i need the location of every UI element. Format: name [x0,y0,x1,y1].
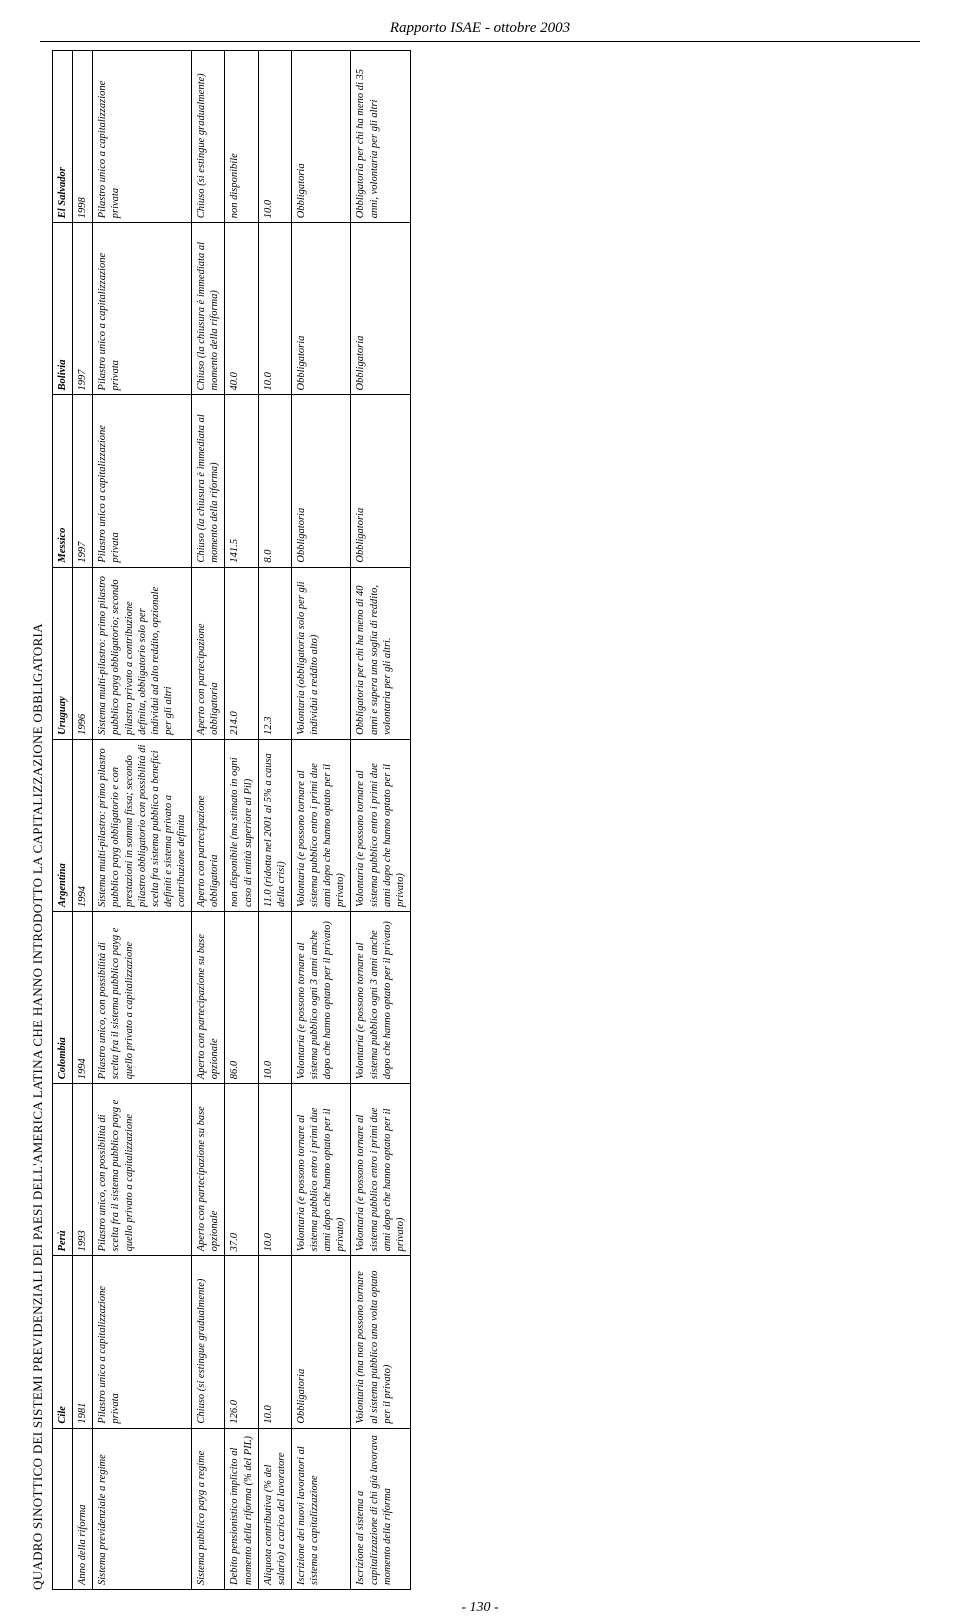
cell: Sistema multi-pilastro: primo pilastro p… [93,739,192,911]
cell: 1997 [73,395,93,567]
blank-corner [53,1428,73,1589]
cell: Sistema multi-pilastro: primo pilastro p… [93,567,192,739]
col-bolivia: Bolivia [53,223,73,395]
cell: 10.0 [258,912,291,1084]
cell: Obbligatoria [291,1256,351,1428]
cell: 37.0 [225,1084,258,1256]
cell: Volontaria (obbligatoria solo per gli in… [291,567,351,739]
cell: 86.0 [225,912,258,1084]
cell: Chiuso (si estingue gradualmente) [192,1256,225,1428]
cell: 40.0 [225,223,258,395]
cell: 11.0 (ridotta nel 2001 al 5% a causa del… [258,739,291,911]
cell: 1994 [73,912,93,1084]
cell: Aperto con partecipazione su base opzion… [192,1084,225,1256]
label-payg: Sistema pubblico payg a regime [192,1428,225,1589]
cell: Chiuso (la chiusura è immediata al momen… [192,223,225,395]
row-iscrizione-nuovi: Iscrizione dei nuovi lavoratori al siste… [291,51,351,1590]
cell: Obbligatoria [291,395,351,567]
cell: Volontaria (ma non possono tornare al si… [351,1256,411,1428]
cell: 1993 [73,1084,93,1256]
cell: 214.0 [225,567,258,739]
cell: Obbligatoria per chi ha meno di 35 anni,… [351,51,411,223]
row-anno: Anno della riforma 1981 1993 1994 1994 1… [73,51,93,1590]
label-aliquota: Aliquota contributiva (% del salario) a … [258,1428,291,1589]
row-payg: Sistema pubblico payg a regime Chiuso (s… [192,51,225,1590]
cell: 10.0 [258,1084,291,1256]
cell: Obbligatoria [291,51,351,223]
header-row: Cile Perù Colombia Argentina Uruguay Mes… [53,51,73,1590]
cell: Pilastro unico, con possibilità di scelt… [93,1084,192,1256]
cell: Aperto con partecipazione su base opzion… [192,912,225,1084]
cell: Aperto con partecipazione obbligatoria [192,567,225,739]
cell: Volontaria (e possono tornare al sistema… [351,739,411,911]
col-colombia: Colombia [53,912,73,1084]
cell: 1998 [73,51,93,223]
cell: 10.0 [258,51,291,223]
cell: Pilastro unico a capitalizzazione privat… [93,395,192,567]
cell: 8.0 [258,395,291,567]
cell: Obbligatoria per chi ha meno di 40 anni … [351,567,411,739]
cell: 1981 [73,1256,93,1428]
pension-systems-table: Cile Perù Colombia Argentina Uruguay Mes… [52,50,411,1590]
cell: Chiuso (si estingue gradualmente) [192,51,225,223]
cell: Volontaria (e possono tornare al sistema… [291,912,351,1084]
row-aliquota: Aliquota contributiva (% del salario) a … [258,51,291,1590]
cell: 1997 [73,223,93,395]
cell: 126.0 [225,1256,258,1428]
cell: Aperto con partecipazione obbligatoria [192,739,225,911]
cell: Volontaria (e possono tornare al sistema… [351,912,411,1084]
row-debito: Debito pensionistico implicito al moment… [225,51,258,1590]
col-elsalvador: El Salvador [53,51,73,223]
col-cile: Cile [53,1256,73,1428]
label-anno: Anno della riforma [73,1428,93,1589]
cell: Volontaria (e possono tornare al sistema… [291,739,351,911]
cell: Pilastro unico a capitalizzazione privat… [93,223,192,395]
col-peru: Perù [53,1084,73,1256]
cell: Pilastro unico a capitalizzazione privat… [93,51,192,223]
report-header: Rapporto ISAE - ottobre 2003 [40,20,920,42]
cell: 1996 [73,567,93,739]
row-iscrizione-vecchi: Iscrizione al sistema a capitalizzazione… [351,51,411,1590]
label-debito: Debito pensionistico implicito al moment… [225,1428,258,1589]
cell: 10.0 [258,223,291,395]
cell: 1994 [73,739,93,911]
col-argentina: Argentina [53,739,73,911]
label-iscrizione-vecchi: Iscrizione al sistema a capitalizzazione… [351,1428,411,1589]
cell: Obbligatoria [351,395,411,567]
cell: non disponibile (ma stimato in ogni caso… [225,739,258,911]
cell: Volontaria (e possono tornare al sistema… [351,1084,411,1256]
page-number: - 130 - [0,1600,960,1616]
cell: Obbligatoria [291,223,351,395]
cell: 10.0 [258,1256,291,1428]
row-sistema: Sistema previdenziale a regime Pilastro … [93,51,192,1590]
cell: 12.3 [258,567,291,739]
cell: Volontaria (e possono tornare al sistema… [291,1084,351,1256]
label-sistema: Sistema previdenziale a regime [93,1428,192,1589]
cell: Pilastro unico a capitalizzazione privat… [93,1256,192,1428]
rotated-content: QUADRO SINOTTICO DEI SISTEMI PREVIDENZIA… [30,50,411,1590]
cell: 141.5 [225,395,258,567]
cell: non disponibile [225,51,258,223]
col-messico: Messico [53,395,73,567]
cell: Obbligatoria [351,223,411,395]
cell: Chiuso (la chiusura è immediata al momen… [192,395,225,567]
table-title: QUADRO SINOTTICO DEI SISTEMI PREVIDENZIA… [30,50,46,1590]
col-uruguay: Uruguay [53,567,73,739]
cell: Pilastro unico, con possibilità di scelt… [93,912,192,1084]
label-iscrizione-nuovi: Iscrizione dei nuovi lavoratori al siste… [291,1428,351,1589]
